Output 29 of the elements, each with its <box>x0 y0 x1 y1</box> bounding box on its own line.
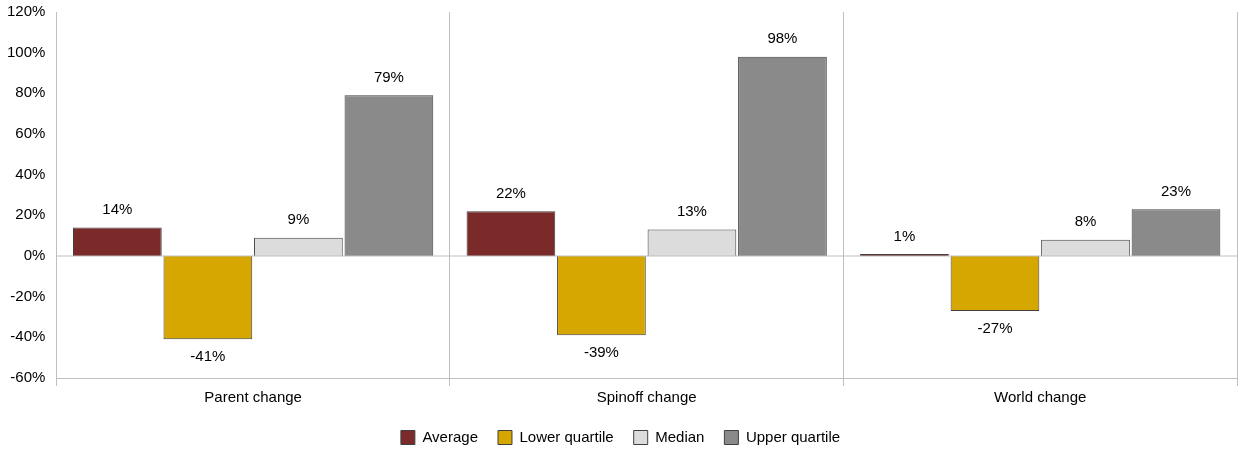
legend-label: Average <box>422 427 478 445</box>
y-tick-label: 60% <box>15 124 46 142</box>
legend-label: Lower quartile <box>519 427 614 445</box>
data-label: 79% <box>373 68 404 86</box>
data-label: 13% <box>676 202 707 220</box>
data-label: 1% <box>893 226 916 244</box>
y-tick-label: -60% <box>10 368 46 386</box>
data-label: 9% <box>287 210 310 228</box>
data-label: -27% <box>977 318 1013 336</box>
y-tick-label: 100% <box>6 42 46 60</box>
legend-label: Upper quartile <box>745 427 841 445</box>
data-label: 14% <box>102 200 133 218</box>
x-tick-label: World change <box>994 388 1087 406</box>
y-tick-label: -40% <box>10 327 46 345</box>
y-tick-label: 20% <box>15 205 46 223</box>
legend-label: Median <box>655 427 705 445</box>
y-tick-label: 40% <box>15 164 46 182</box>
y-tick-label: 0% <box>23 246 46 264</box>
x-tick-label: Spinoff change <box>596 388 697 406</box>
x-tick-label: Parent change <box>204 388 302 406</box>
y-tick-label: 80% <box>15 83 46 101</box>
data-label: -41% <box>190 347 226 365</box>
y-tick-label: 120% <box>6 2 46 20</box>
data-label: 98% <box>767 29 798 47</box>
data-label: 8% <box>1074 212 1097 230</box>
data-label: 22% <box>495 183 526 201</box>
y-tick-label: -20% <box>10 286 46 304</box>
data-label: 23% <box>1160 181 1192 199</box>
data-label: -39% <box>583 342 619 360</box>
